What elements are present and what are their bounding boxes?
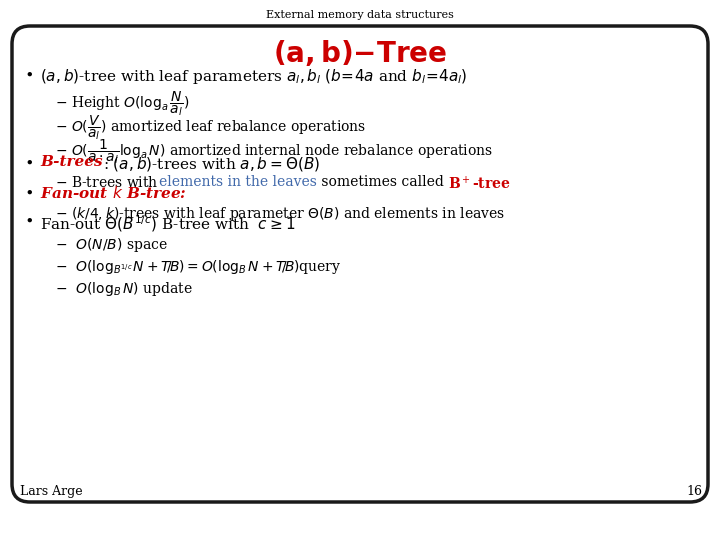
Text: Lars Arge: Lars Arge (20, 485, 83, 498)
Text: External memory data structures: External memory data structures (266, 10, 454, 20)
Text: $\bullet$: $\bullet$ (24, 67, 33, 81)
Text: B-trees: B-trees (40, 155, 103, 169)
Text: $(a,b)$-tree with leaf parameters $a_l, b_l$ $(b\!=\!4a$ and $b_l\!=\!4a_l)$: $(a,b)$-tree with leaf parameters $a_l, … (40, 67, 467, 86)
Text: : $(a,b)$-trees with $a,b = \Theta(B)$: : $(a,b)$-trees with $a,b = \Theta(B)$ (103, 155, 320, 173)
Text: $-$ B-trees with: $-$ B-trees with (55, 175, 159, 190)
Text: sometimes called: sometimes called (317, 175, 448, 189)
Text: $-$ Height $O(\log_a \dfrac{N}{a_l})$: $-$ Height $O(\log_a \dfrac{N}{a_l})$ (55, 89, 189, 118)
Text: Fan-out $k$ B-tree:: Fan-out $k$ B-tree: (40, 185, 186, 201)
FancyBboxPatch shape (12, 26, 708, 502)
Text: $-$  $O(N/B)$ space: $-$ $O(N/B)$ space (55, 236, 168, 254)
Text: elements in the leaves: elements in the leaves (159, 175, 317, 189)
Text: $\bullet$: $\bullet$ (24, 185, 33, 199)
Text: $-$ $O(\dfrac{1}{a \cdot a_l}\log_a N)$ amortized internal node rebalance operat: $-$ $O(\dfrac{1}{a \cdot a_l}\log_a N)$ … (55, 137, 493, 166)
Text: $-$ $O(\dfrac{V}{a_l})$ amortized leaf rebalance operations: $-$ $O(\dfrac{V}{a_l})$ amortized leaf r… (55, 113, 366, 141)
Text: $-$ $(k/4,k)$-trees with leaf parameter $\Theta(B)$ and elements in leaves: $-$ $(k/4,k)$-trees with leaf parameter … (55, 205, 505, 223)
Text: $\bullet$: $\bullet$ (24, 213, 33, 227)
Text: $-$  $O(\log_{B^{1/c}} N + T\!/\!B) = O(\log_B N + T\!/\!B)$query: $-$ $O(\log_{B^{1/c}} N + T\!/\!B) = O(\… (55, 258, 341, 276)
Text: Fan-out $\Theta(B^{1/c})$ B-tree with  $c \geq 1$: Fan-out $\Theta(B^{1/c})$ B-tree with $c… (40, 213, 295, 234)
Text: B$^+$-tree: B$^+$-tree (448, 175, 510, 192)
Text: $-$  $O(\log_B N)$ update: $-$ $O(\log_B N)$ update (55, 280, 193, 298)
Text: $\mathit{\mathbf{(a,b)}}$$\mathbf{-Tree}$: $\mathit{\mathbf{(a,b)}}$$\mathbf{-Tree}… (273, 38, 447, 68)
Text: $\bullet$: $\bullet$ (24, 155, 33, 169)
Text: 16: 16 (686, 485, 702, 498)
